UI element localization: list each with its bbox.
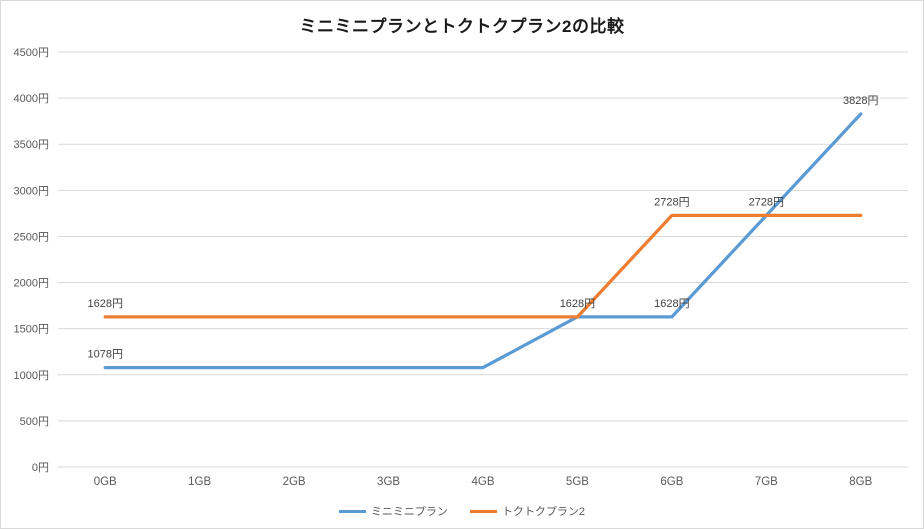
data-label: 1628円	[654, 298, 689, 310]
legend-item-tokutoku-plan2[interactable]: トクトクプラン2	[469, 503, 586, 519]
data-label: 2728円	[654, 196, 689, 208]
legend-label-0: ミニミニプラン	[370, 506, 448, 518]
chart-title: ミニミニプランとトクトクプラン2の比較	[299, 17, 625, 36]
legend: ミニミニプラン トクトクプラン2	[1, 503, 923, 519]
data-label: 1628円	[87, 298, 122, 310]
data-label: 1628円	[560, 298, 595, 310]
data-label: 3828円	[843, 95, 878, 107]
y-axis-tick-label: 0円	[32, 462, 49, 474]
x-axis-tick-label: 4GB	[471, 476, 494, 488]
y-axis-tick-label: 2500円	[14, 231, 49, 243]
legend-label-1: トクトクプラン2	[501, 506, 586, 518]
legend-line-sample-0	[338, 509, 366, 513]
x-axis-tick-label: 0GB	[94, 476, 117, 488]
y-axis-tick-label: 3500円	[14, 139, 49, 151]
x-axis-tick-label: 5GB	[566, 476, 589, 488]
series-line-1[interactable]	[103, 213, 863, 319]
x-axis-tick-label: 1GB	[188, 476, 211, 488]
y-axis-tick-label: 4500円	[14, 47, 49, 59]
x-axis-tick-label: 6GB	[660, 476, 683, 488]
y-axis-tick-label: 500円	[20, 416, 49, 428]
series-line-0[interactable]	[103, 112, 863, 370]
x-axis-tick-label: 8GB	[849, 476, 872, 488]
x-axis-tick-label: 2GB	[283, 476, 306, 488]
y-axis-tick-label: 4000円	[14, 93, 49, 105]
y-axis-tick-label: 1000円	[14, 370, 49, 382]
legend-line-sample-1	[469, 509, 497, 513]
y-axis-tick-label: 1500円	[14, 324, 49, 336]
data-label: 2728円	[749, 196, 784, 208]
data-label: 1078円	[87, 349, 122, 361]
y-axis-tick-label: 3000円	[14, 185, 49, 197]
x-axis-tick-label: 3GB	[377, 476, 400, 488]
y-axis-tick-label: 2000円	[14, 278, 49, 290]
legend-item-minimini-plan[interactable]: ミニミニプラン	[338, 503, 448, 519]
x-axis-tick-label: 7GB	[755, 476, 778, 488]
